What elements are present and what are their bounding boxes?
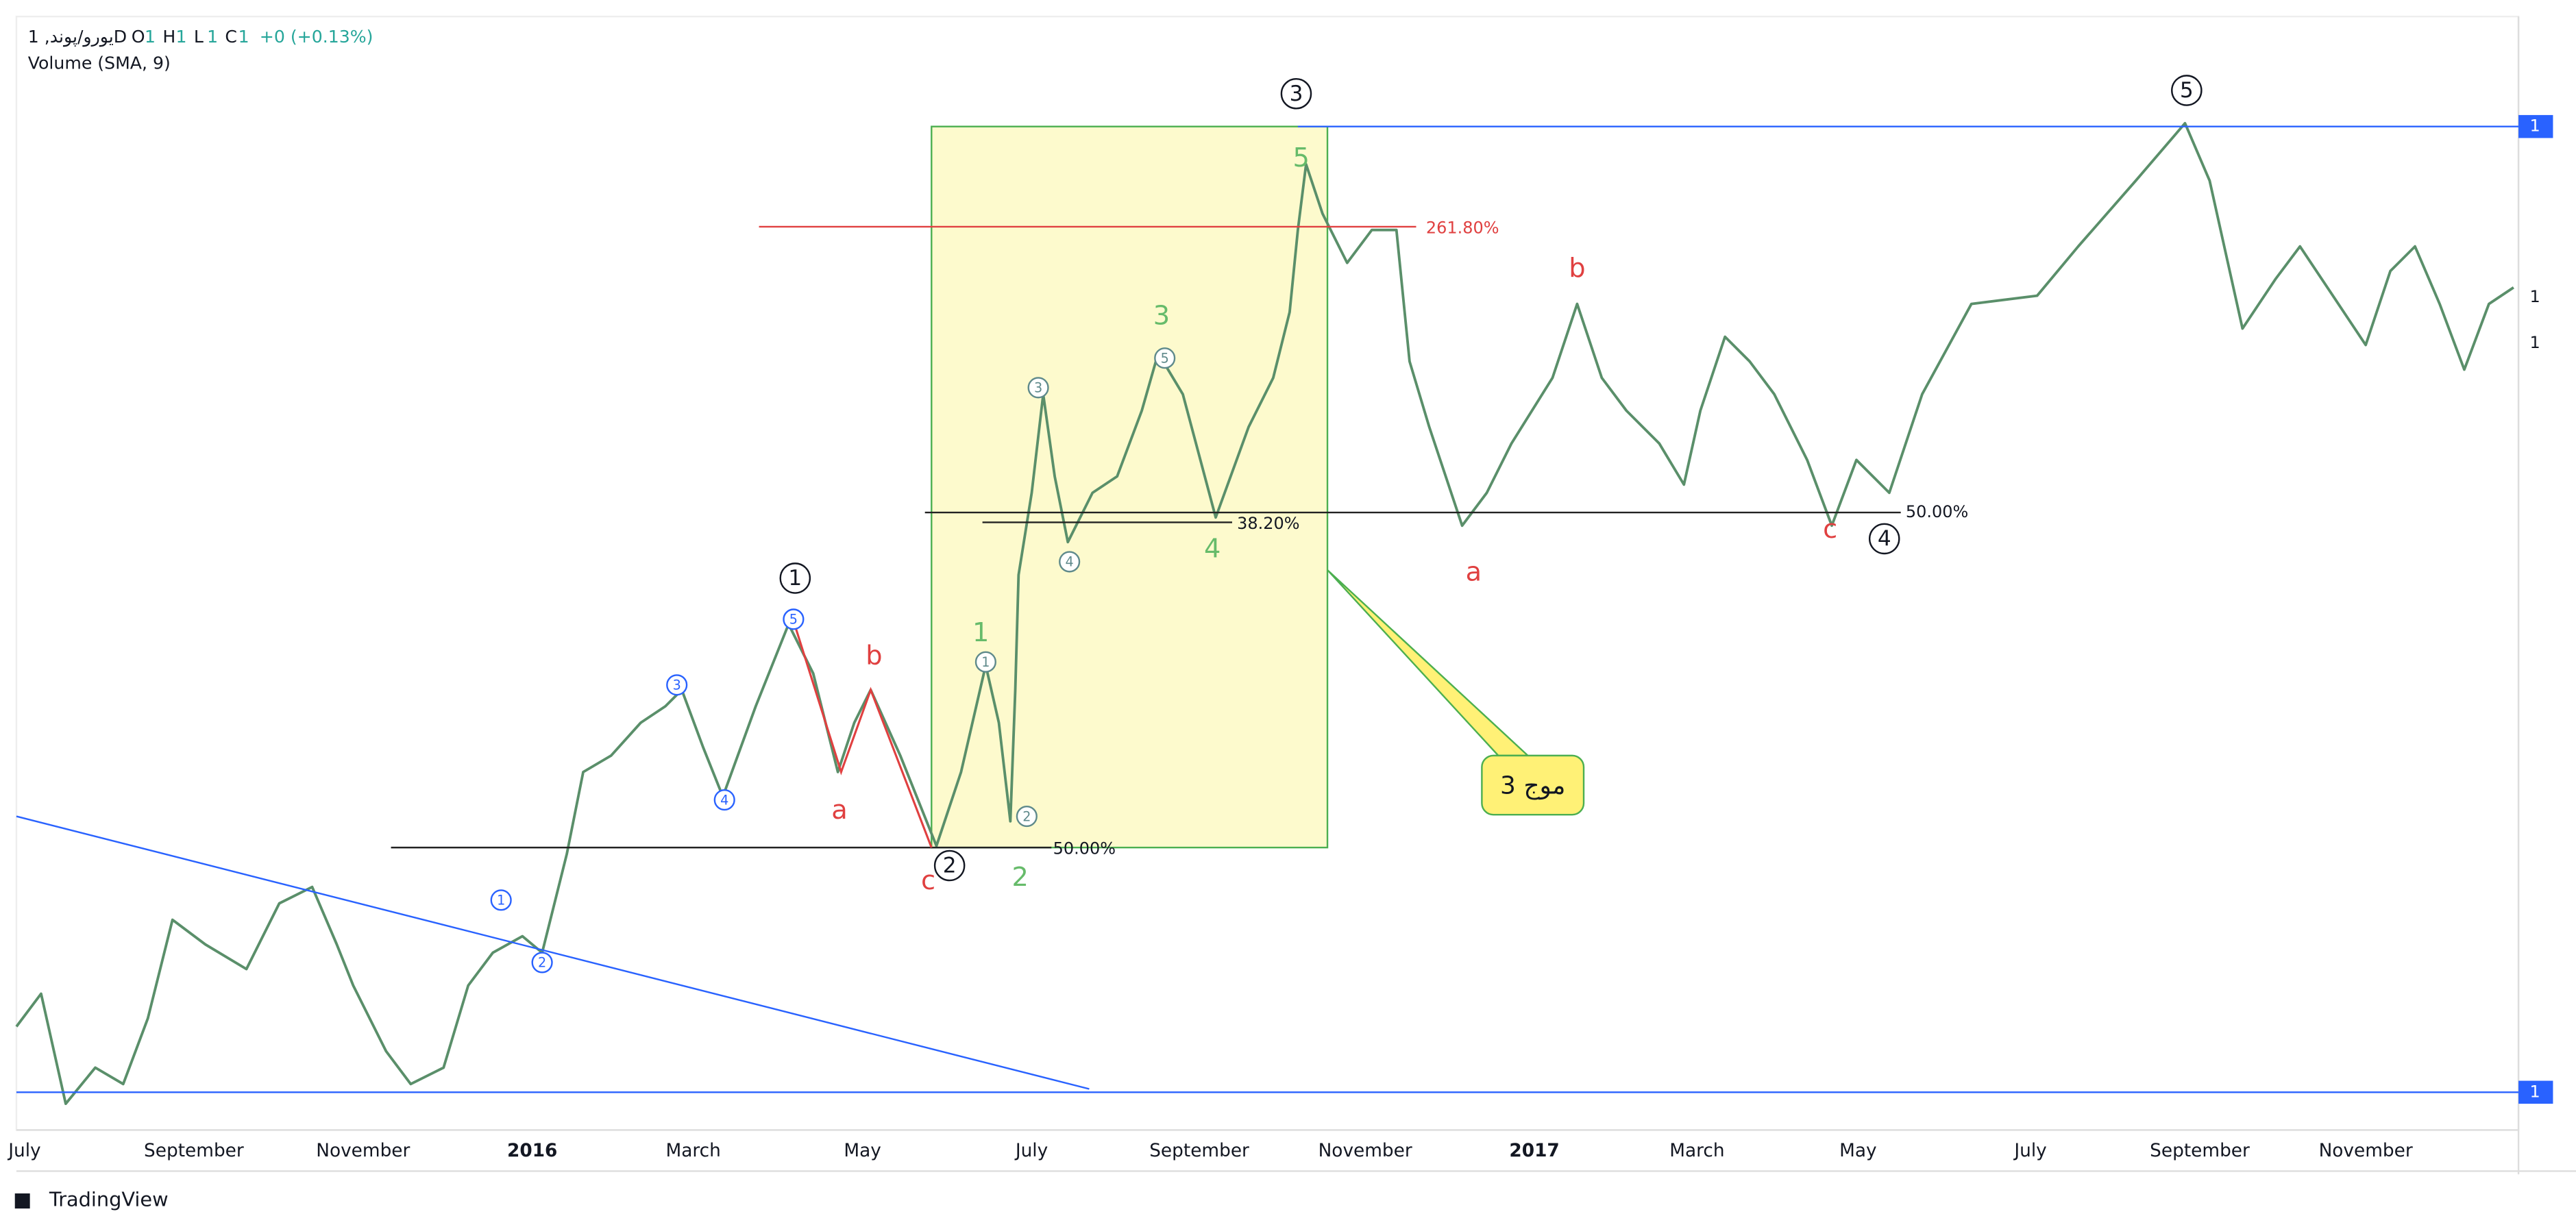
time-label: May [1839, 1141, 1877, 1161]
price-path [15, 121, 2514, 1106]
wave-correction: b [1569, 253, 1585, 284]
wave-label: 1 [497, 893, 505, 908]
fib-label: 50.00% [1906, 502, 1968, 521]
wave-green: 5 [1292, 142, 1309, 173]
wave-green: 2 [1012, 862, 1029, 893]
footer-logo: ■ [13, 1188, 32, 1211]
callout-box [1481, 754, 1585, 816]
price-label: 1 [2529, 1082, 2540, 1101]
fib-label: 50.00% [1053, 839, 1116, 858]
wave-label: 2 [538, 955, 546, 971]
ohlc-key: O [132, 27, 145, 47]
time-label: November [1318, 1141, 1412, 1161]
wave-green: 4 [1204, 534, 1220, 565]
time-label: May [844, 1141, 881, 1161]
change: +0 (+0.13%) [260, 27, 373, 47]
ohlc-value: 1 [207, 27, 218, 47]
ohlc-key: H [162, 27, 175, 47]
wave-label: 3 [1290, 82, 1303, 106]
fib-label: 38.20% [1237, 514, 1299, 533]
wave-circle [2171, 75, 2203, 106]
time-label: 2016 [507, 1141, 557, 1161]
wave-circle [1154, 347, 1176, 369]
ohlc-value: 1 [238, 27, 249, 47]
price-label: 1 [2529, 287, 2540, 306]
wave-green: 3 [1153, 300, 1170, 331]
wave-circle [779, 562, 811, 594]
time-label: November [2319, 1141, 2413, 1161]
price-badge [2518, 1080, 2553, 1104]
wave-circle [1016, 805, 1038, 828]
wave-3-box [931, 125, 1329, 849]
wave-label: 2 [943, 854, 957, 878]
time-label: 2017 [1509, 1141, 1559, 1161]
wave-label: 5 [2180, 78, 2194, 103]
ohlc-value: 1 [176, 27, 187, 47]
wave-label: 4 [720, 792, 728, 808]
time-label: July [2013, 1141, 2046, 1161]
symbol: 1 ,یورو/پوندD [28, 27, 127, 47]
wave-label: 2 [1022, 808, 1031, 824]
wave-label: 1 [788, 566, 802, 591]
time-label: September [144, 1141, 244, 1161]
wave-circle [531, 952, 553, 974]
ohlc-key: L [194, 27, 204, 47]
trend-line [16, 815, 1090, 1090]
wave-label: 4 [1066, 554, 1074, 570]
wave-label: 5 [789, 612, 798, 628]
wave-label: 3 [673, 677, 681, 693]
wave-label: 4 [1878, 527, 1891, 551]
wave-correction: a [1466, 556, 1482, 587]
time-label: March [1669, 1141, 1724, 1161]
wave-correction: a [831, 795, 848, 826]
wave-circle [490, 889, 512, 911]
time-label: March [665, 1141, 720, 1161]
time-label: September [2150, 1141, 2250, 1161]
wave-green: 1 [972, 617, 989, 648]
abc-zigzag [792, 620, 933, 848]
wave-circle [1868, 523, 1900, 555]
wave-label: 5 [1161, 350, 1169, 366]
indicator: Volume (SMA, 9) [28, 53, 171, 73]
wave-correction: b [866, 641, 882, 671]
wave-circle [933, 850, 966, 882]
time-label: July [7, 1141, 40, 1161]
wave-label: 3 [1034, 380, 1042, 396]
wave-correction: c [921, 865, 935, 896]
wave-circle [1027, 377, 1049, 399]
price-label: 1 [2529, 116, 2540, 136]
price-label: 1 [2529, 333, 2540, 352]
callout-text: موج 3 [1500, 771, 1565, 800]
time-label: September [1149, 1141, 1249, 1161]
time-label: July [1014, 1141, 1048, 1161]
ohlc-value: 1 [145, 27, 156, 47]
wave-circle [1280, 77, 1312, 110]
wave-correction: c [1823, 514, 1837, 545]
wave-circle [974, 651, 996, 673]
wave-label: 1 [981, 654, 990, 670]
fib-label: 261.80% [1426, 218, 1499, 237]
wave-circle [783, 608, 805, 630]
wave-circle [713, 789, 735, 811]
price-badge [2518, 114, 2553, 138]
wave-circle [666, 674, 688, 696]
time-label: November [316, 1141, 410, 1161]
ohlc-key: C [225, 27, 237, 47]
labels: 1 ,یورو/پوندD O 1 H 1 L 1 C 1 +0 (+0.13%)Volume (… [7, 27, 2540, 1211]
wave-circle [1059, 551, 1081, 573]
footer-brand: TradingView [49, 1188, 169, 1211]
